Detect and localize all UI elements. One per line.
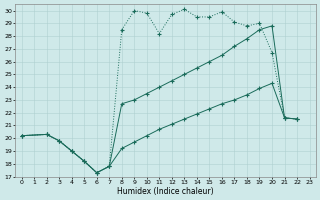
X-axis label: Humidex (Indice chaleur): Humidex (Indice chaleur): [117, 187, 214, 196]
